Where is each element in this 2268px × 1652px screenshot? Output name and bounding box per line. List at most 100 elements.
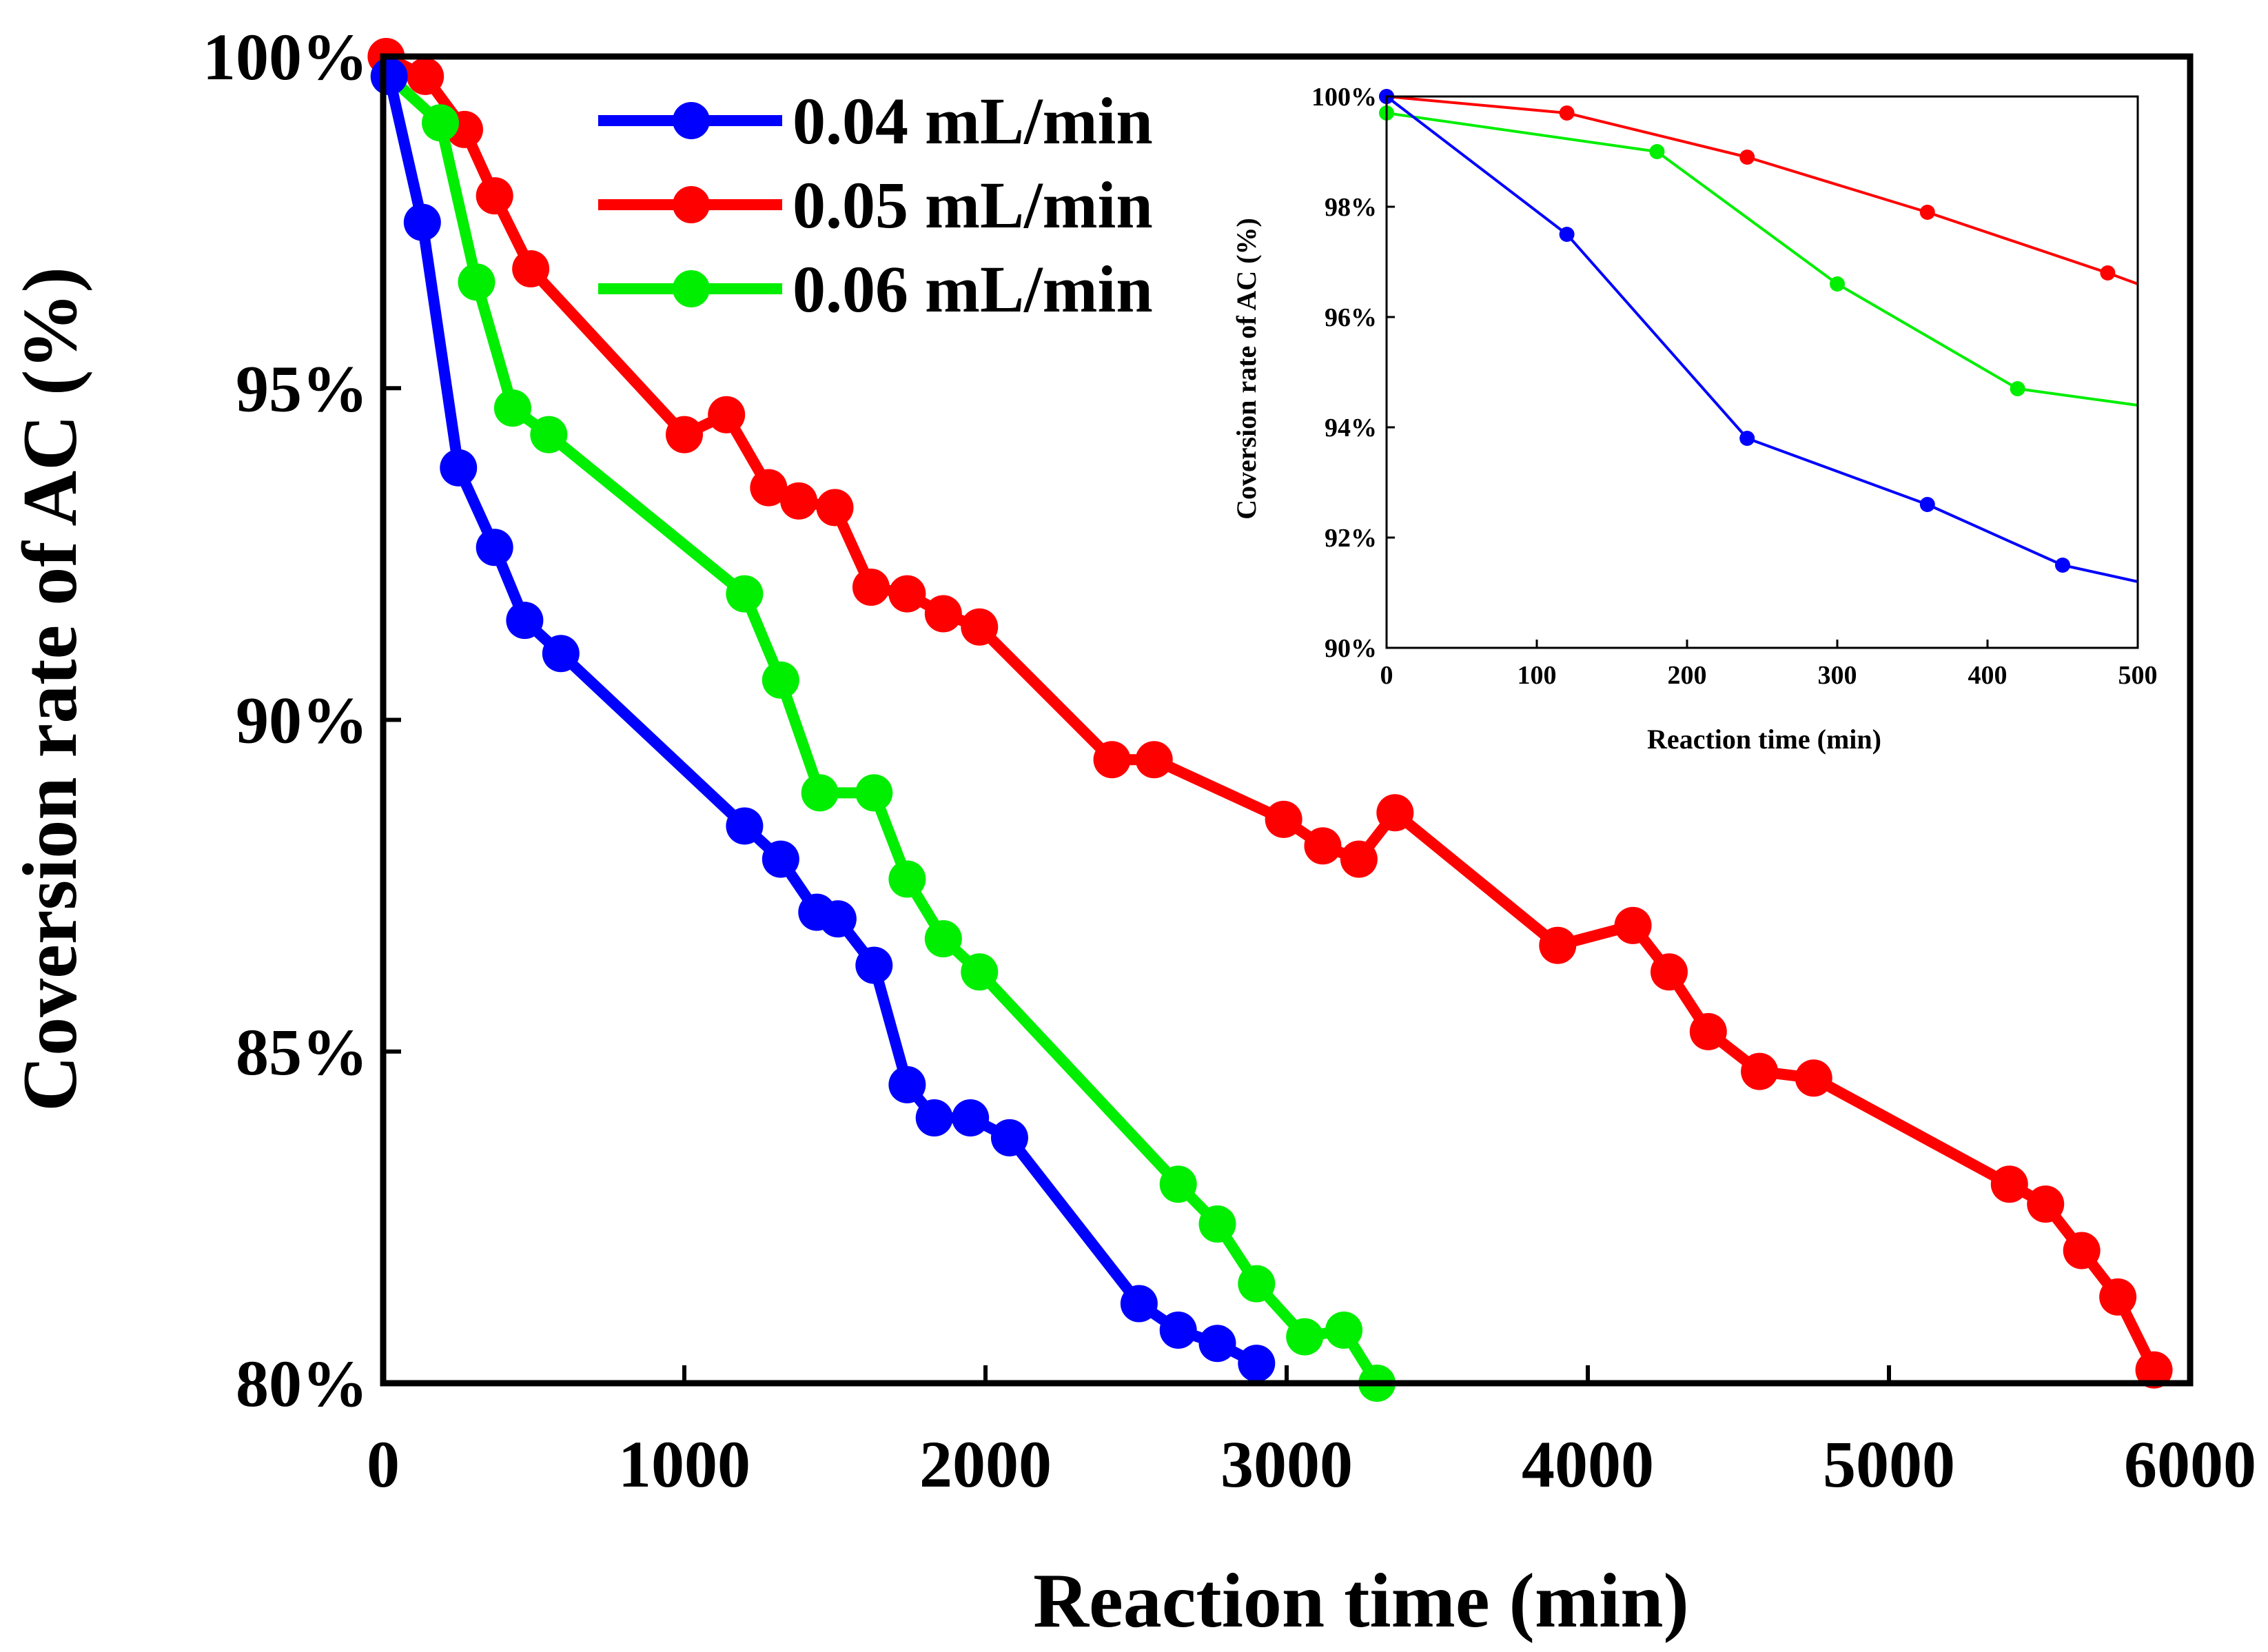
main-data-point <box>726 575 764 613</box>
main-data-point <box>1198 1205 1236 1243</box>
legend: 0.04 mL/min 0.05 mL/min 0.06 mL/min <box>598 84 1153 326</box>
inset-y-tick-label: 94% <box>1325 414 1377 442</box>
main-data-point <box>1990 1165 2028 1203</box>
legend-item-1: 0.04 mL/min <box>598 84 1153 158</box>
inset-x-tick-label: 0 <box>1380 661 1393 690</box>
inset-data-point <box>1649 144 1665 159</box>
main-data-point <box>1238 1265 1276 1303</box>
main-x-tick-label: 2000 <box>919 1427 1052 1501</box>
inset-x-tick-label: 100 <box>1518 661 1557 690</box>
main-data-point <box>852 569 890 606</box>
main-data-point <box>801 774 839 812</box>
inset-series-1 <box>1379 89 2138 583</box>
main-x-axis-title: Reaction time (min) <box>1033 1558 1689 1644</box>
main-data-point <box>512 250 550 287</box>
inset-y-axis-title: Coversion rate of AC (%) <box>1231 218 1262 520</box>
inset-data-point <box>2100 265 2116 281</box>
inset-data-point <box>1559 105 1575 121</box>
inset-x-tick-label: 200 <box>1668 661 1707 690</box>
main-data-point <box>1741 1052 1779 1090</box>
main-data-point <box>990 1119 1028 1156</box>
main-data-point <box>1340 840 1378 878</box>
main-data-point <box>458 263 496 301</box>
main-data-point <box>961 953 999 991</box>
main-y-tick-label: 95% <box>236 351 368 425</box>
main-data-point <box>1650 953 1688 991</box>
inset-x-axis-title: Reaction time (min) <box>1647 724 1881 755</box>
inset-x-tick-label: 300 <box>1818 661 1857 690</box>
inset-data-point <box>1919 497 1935 512</box>
main-y-tick-label: 100% <box>203 20 368 94</box>
main-data-point <box>407 57 445 95</box>
main-data-point <box>506 602 544 640</box>
main-data-point <box>1238 1345 1276 1383</box>
legend-marker <box>673 102 710 139</box>
main-data-point <box>1689 1012 1727 1050</box>
main-y-tick-label: 80% <box>236 1347 368 1420</box>
legend-marker <box>673 270 710 307</box>
main-y-axis-title: Coversion rate of AC (%) <box>8 267 93 1112</box>
main-data-point <box>915 1099 953 1136</box>
main-x-tick-label: 5000 <box>1823 1427 1955 1501</box>
main-data-point <box>924 595 962 633</box>
main-data-point <box>1120 1285 1158 1323</box>
main-data-point <box>476 529 513 567</box>
inset-x-tick-label: 400 <box>1968 661 2008 690</box>
main-data-point <box>476 177 513 215</box>
main-data-point <box>708 396 746 434</box>
main-data-point <box>1795 1059 1832 1097</box>
main-data-point <box>855 946 893 984</box>
main-series-1 <box>370 57 1276 1383</box>
inset-data-point <box>1559 227 1575 242</box>
inset-plot-frame <box>1385 95 2139 649</box>
legend-item-2: 0.05 mL/min <box>598 168 1153 242</box>
main-data-point <box>422 104 460 142</box>
main-data-point <box>816 489 854 527</box>
main-x-tick-label: 6000 <box>2124 1427 2256 1501</box>
main-series-layer <box>367 38 2173 1402</box>
main-data-point <box>1159 1312 1197 1349</box>
main-data-point <box>1135 741 1173 779</box>
main-data-point <box>1286 1318 1324 1356</box>
main-data-point <box>819 900 857 938</box>
main-x-ticks: 0 1000 2000 3000 4000 5000 6000 <box>367 1365 2256 1501</box>
main-x-tick-label: 1000 <box>618 1427 750 1501</box>
inset-background <box>1387 96 2138 648</box>
inset-y-tick-label: 92% <box>1325 524 1377 553</box>
main-data-point <box>2135 1351 2173 1389</box>
inset-series-line <box>1385 95 2138 583</box>
main-data-point <box>855 774 893 812</box>
main-y-ticks: 80% 85% 90% 95% 100% <box>203 20 401 1420</box>
main-data-point <box>888 575 926 613</box>
main-x-tick-label: 4000 <box>1522 1427 1654 1501</box>
inset-data-point <box>1919 205 1935 220</box>
main-data-point <box>961 608 999 646</box>
main-data-point <box>403 203 441 241</box>
main-data-point <box>888 1065 926 1103</box>
legend-marker <box>673 186 710 223</box>
main-data-point <box>726 807 764 845</box>
inset-data-point <box>1739 150 1755 165</box>
legend-label: 0.06 mL/min <box>793 252 1153 326</box>
main-data-point <box>2099 1278 2137 1316</box>
inset-x-ticks: 0 100 200 300 400 500 <box>1380 640 2158 690</box>
main-x-tick-label: 3000 <box>1220 1427 1353 1501</box>
inset-data-point <box>2010 381 2025 396</box>
main-data-point <box>530 416 568 453</box>
main-y-tick-label: 85% <box>236 1015 368 1089</box>
main-data-point <box>888 860 926 898</box>
main-data-point <box>2063 1232 2101 1269</box>
main-data-point <box>666 416 703 453</box>
main-data-point <box>1159 1165 1197 1203</box>
legend-label: 0.04 mL/min <box>793 84 1153 158</box>
main-data-point <box>1265 800 1302 838</box>
legend-item-3: 0.06 mL/min <box>598 252 1153 326</box>
main-data-point <box>1093 741 1131 779</box>
inset-data-point <box>1739 431 1755 446</box>
main-data-point <box>493 389 531 427</box>
main-data-point <box>1198 1325 1236 1363</box>
main-data-point <box>1376 794 1414 832</box>
main-data-point <box>2027 1185 2065 1223</box>
legend-label: 0.05 mL/min <box>793 168 1153 242</box>
